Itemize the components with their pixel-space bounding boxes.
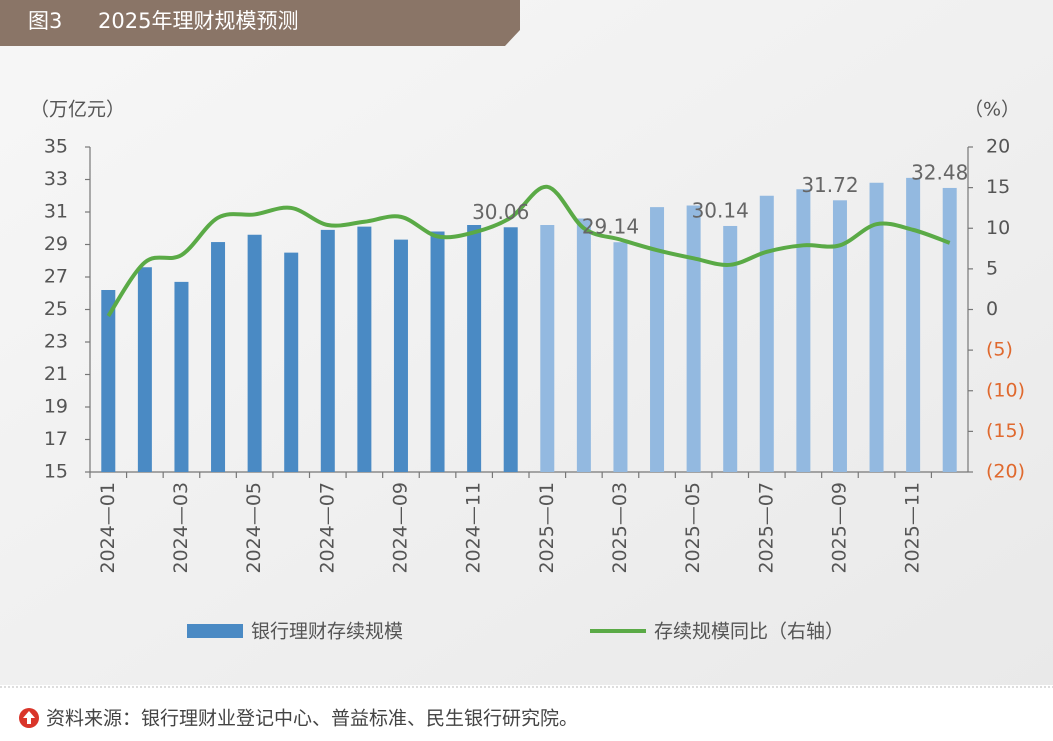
value-label: 29.14 bbox=[582, 215, 639, 239]
y-tick-label: 29 bbox=[44, 233, 68, 255]
x-tick-label: 2025—01 bbox=[536, 482, 558, 574]
bar bbox=[650, 207, 665, 472]
value-label: 31.72 bbox=[801, 173, 858, 197]
legend-label: 银行理财存续规模 bbox=[251, 621, 403, 643]
bar bbox=[869, 182, 884, 472]
bar bbox=[796, 189, 811, 472]
y2-tick-label: 0 bbox=[986, 298, 998, 320]
bar bbox=[613, 242, 628, 472]
y-tick-label: 19 bbox=[44, 396, 68, 418]
value-label: 30.14 bbox=[692, 198, 749, 222]
x-tick-label: 2025—07 bbox=[755, 482, 777, 574]
bar bbox=[137, 267, 152, 472]
y-tick-label: 31 bbox=[44, 201, 68, 223]
chart-title: 2025年理财规模预测 bbox=[98, 9, 298, 33]
bar bbox=[101, 290, 116, 472]
source-icon-arrow bbox=[23, 711, 35, 724]
figure-label: 图3 bbox=[28, 9, 62, 33]
y-axis-label: （万亿元） bbox=[30, 99, 125, 121]
title-banner bbox=[0, 0, 520, 46]
x-tick-label: 2025—09 bbox=[828, 482, 850, 574]
y2-tick-label: 5 bbox=[986, 257, 998, 279]
value-label: 30.06 bbox=[472, 200, 529, 224]
y2-tick-label: 20 bbox=[986, 136, 1010, 158]
y-tick-label: 15 bbox=[44, 461, 68, 483]
bar bbox=[832, 200, 847, 473]
source: 资料来源：银行理财业登记中心、普益标准、民生银行研究院。 bbox=[46, 708, 578, 730]
x-tick-label: 2024—01 bbox=[97, 482, 119, 574]
bar bbox=[174, 281, 189, 472]
bar bbox=[320, 229, 335, 472]
legend-swatch bbox=[187, 624, 243, 638]
y2-tick-label: 10 bbox=[986, 217, 1010, 239]
line bbox=[106, 184, 951, 318]
bar bbox=[430, 231, 445, 472]
bar bbox=[247, 234, 262, 472]
bar bbox=[906, 177, 921, 472]
x-tick-label: 2024—05 bbox=[243, 482, 265, 574]
x-tick-label: 2024—03 bbox=[170, 482, 192, 574]
y-tick-label: 21 bbox=[44, 363, 68, 385]
y-tick-label: 27 bbox=[44, 266, 68, 288]
bar bbox=[540, 225, 555, 472]
y2-tick-label: (5) bbox=[986, 339, 1013, 361]
y-tick-label: 25 bbox=[44, 298, 68, 320]
x-tick-label: 2024—09 bbox=[389, 482, 411, 574]
bar bbox=[284, 252, 299, 472]
legend-label: 存续规模同比（右轴） bbox=[654, 621, 844, 643]
bar bbox=[357, 226, 372, 472]
bar bbox=[467, 225, 482, 472]
bar bbox=[503, 227, 518, 472]
x-tick-label: 2024—07 bbox=[316, 482, 338, 574]
y-tick-label: 35 bbox=[44, 136, 68, 158]
bar bbox=[942, 187, 957, 472]
y2-tick-label: 15 bbox=[986, 176, 1010, 198]
value-label: 32.48 bbox=[911, 160, 968, 184]
y2-tick-label: (10) bbox=[986, 379, 1025, 401]
y-tick-label: 17 bbox=[44, 428, 68, 450]
bar bbox=[393, 239, 408, 472]
y2-tick-label: (15) bbox=[986, 420, 1025, 442]
y2-axis-label: （%） bbox=[964, 99, 1020, 121]
x-tick-label: 2024—11 bbox=[463, 482, 485, 574]
plot-background bbox=[0, 0, 1053, 685]
y-tick-label: 23 bbox=[44, 331, 68, 353]
x-tick-label: 2025—03 bbox=[609, 482, 631, 574]
bar bbox=[211, 242, 226, 472]
y-tick-label: 33 bbox=[44, 168, 68, 190]
x-tick-label: 2025—05 bbox=[682, 482, 704, 574]
bar bbox=[576, 218, 591, 472]
x-tick-label: 2025—11 bbox=[902, 482, 924, 574]
bar bbox=[686, 205, 701, 472]
bar bbox=[723, 225, 738, 472]
y2-tick-label: (20) bbox=[986, 461, 1025, 483]
bar bbox=[759, 195, 774, 472]
